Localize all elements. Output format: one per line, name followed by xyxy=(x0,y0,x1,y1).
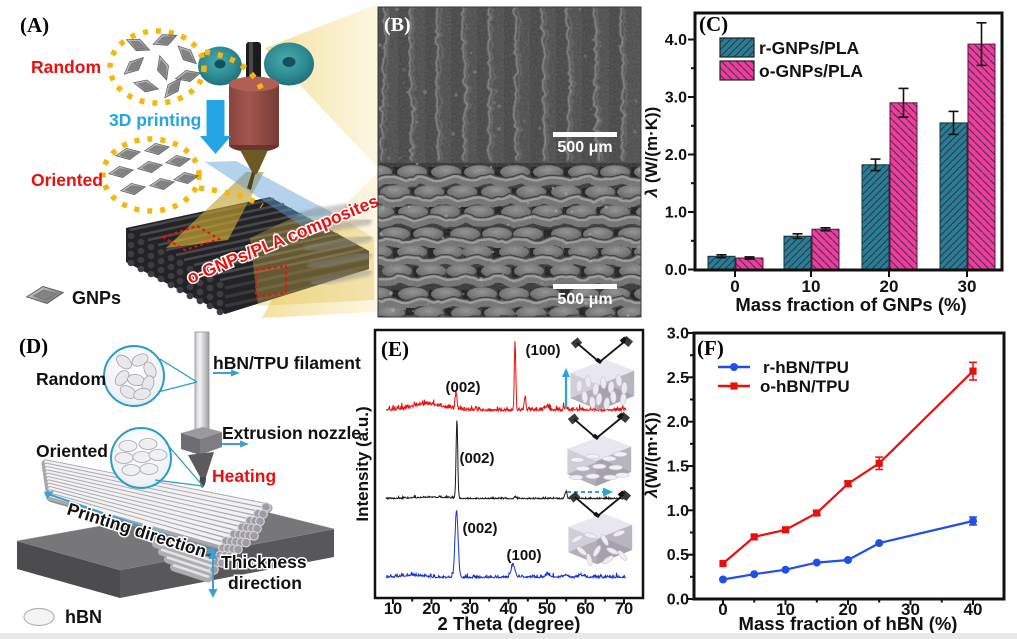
svg-text:0.0: 0.0 xyxy=(665,262,687,279)
svg-text:(002): (002) xyxy=(462,520,497,537)
svg-text:(100): (100) xyxy=(525,342,560,359)
svg-text:2.5: 2.5 xyxy=(667,370,689,387)
svg-text:o-hBN/TPU: o-hBN/TPU xyxy=(760,377,850,396)
svg-text:30: 30 xyxy=(901,600,920,619)
svg-text:(002): (002) xyxy=(459,450,494,467)
svg-text:hBN/TPU filament: hBN/TPU filament xyxy=(213,353,361,373)
svg-text:70: 70 xyxy=(615,600,633,618)
svg-text:0.5: 0.5 xyxy=(667,547,689,564)
svg-text:3D printing: 3D printing xyxy=(109,110,201,130)
svg-text:40: 40 xyxy=(964,600,983,619)
svg-text:Mass fraction of GNPs (%): Mass fraction of GNPs (%) xyxy=(735,294,966,315)
svg-text:(D): (D) xyxy=(19,334,48,358)
svg-text:30: 30 xyxy=(461,600,479,618)
svg-text:0: 0 xyxy=(718,600,727,619)
svg-text:1.0: 1.0 xyxy=(667,503,689,520)
svg-text:2 Theta (degree): 2 Theta (degree) xyxy=(438,613,581,634)
svg-text:40: 40 xyxy=(499,600,517,618)
svg-text:500 μm: 500 μm xyxy=(557,291,612,308)
svg-text:(B): (B) xyxy=(384,14,411,36)
svg-text:20: 20 xyxy=(839,600,858,619)
svg-text:hBN: hBN xyxy=(65,607,102,627)
svg-text:20: 20 xyxy=(880,277,899,296)
svg-text:o-GNPs/PLA: o-GNPs/PLA xyxy=(759,61,863,81)
svg-text:3.0: 3.0 xyxy=(665,90,687,107)
svg-text:direction: direction xyxy=(228,573,302,593)
svg-text:Mass fraction of hBN (%): Mass fraction of hBN (%) xyxy=(739,613,958,634)
svg-text:r-GNPs/PLA: r-GNPs/PLA xyxy=(759,38,860,58)
svg-text:Extrusion nozzle: Extrusion nozzle xyxy=(222,423,361,443)
svg-text:Heating: Heating xyxy=(212,466,276,486)
svg-text:500 μm: 500 μm xyxy=(557,139,612,156)
svg-text:10: 10 xyxy=(384,600,402,618)
svg-text:4.0: 4.0 xyxy=(665,32,687,49)
svg-text:λ(W/(m·K)): λ(W/(m·K)) xyxy=(642,412,661,499)
svg-text:1.5: 1.5 xyxy=(667,459,689,476)
svg-text:30: 30 xyxy=(958,277,977,296)
svg-text:3.0: 3.0 xyxy=(667,326,689,343)
svg-text:(C): (C) xyxy=(699,12,728,36)
svg-text:10: 10 xyxy=(802,277,821,296)
svg-text:50: 50 xyxy=(538,600,556,618)
svg-text:(A): (A) xyxy=(20,13,49,37)
svg-text:60: 60 xyxy=(576,600,594,618)
svg-text:(100): (100) xyxy=(506,547,541,564)
svg-text:10: 10 xyxy=(776,600,795,619)
svg-text:20: 20 xyxy=(422,600,440,618)
svg-text:0.0: 0.0 xyxy=(667,592,689,609)
svg-text:λ (W/(m·K)): λ (W/(m·K)) xyxy=(642,107,661,199)
svg-text:r-hBN/TPU: r-hBN/TPU xyxy=(763,358,849,377)
svg-text:Oriented: Oriented xyxy=(36,441,108,461)
svg-text:GNPs: GNPs xyxy=(72,288,121,308)
svg-text:(002): (002) xyxy=(445,379,480,396)
svg-text:Intensity (a.u.): Intensity (a.u.) xyxy=(353,406,372,521)
svg-text:2.0: 2.0 xyxy=(667,414,689,431)
svg-text:1.0: 1.0 xyxy=(665,205,687,222)
svg-text:Thickness: Thickness xyxy=(221,552,307,572)
svg-text:Random: Random xyxy=(36,369,106,389)
svg-text:(F): (F) xyxy=(697,336,724,360)
svg-text:(E): (E) xyxy=(381,337,409,361)
svg-text:Oriented: Oriented xyxy=(31,170,103,190)
svg-text:0: 0 xyxy=(730,277,739,296)
svg-text:Random: Random xyxy=(31,57,101,77)
svg-text:2.0: 2.0 xyxy=(665,147,687,164)
